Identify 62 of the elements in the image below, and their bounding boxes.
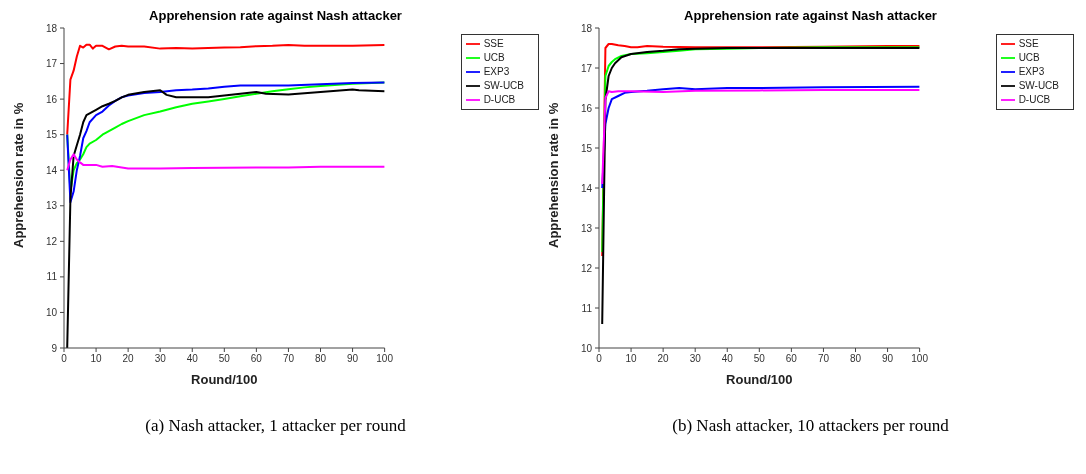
- y-tick-label: 16: [580, 102, 593, 114]
- chart-title: Apprehension rate against Nash attacker: [683, 8, 938, 24]
- chart-title: Apprehension rate against Nash attacker: [148, 8, 403, 24]
- y-tick-label: 12: [580, 262, 593, 274]
- y-tick-label: 12: [45, 235, 58, 247]
- legend-label: SW-UCB: [483, 79, 524, 91]
- y-tick-label: 18: [45, 22, 58, 34]
- x-tick-label: 20: [657, 353, 670, 365]
- x-tick-label: 80: [314, 353, 327, 365]
- legend-label: SSE: [1018, 37, 1039, 49]
- y-tick-label: 11: [581, 302, 593, 314]
- legend-label: SW-UCB: [1018, 79, 1059, 91]
- y-tick-label: 16: [45, 93, 58, 105]
- y-tick-label: 15: [45, 129, 58, 141]
- x-tick-label: 20: [122, 353, 135, 365]
- y-tick-label: 14: [580, 182, 593, 194]
- x-tick-label: 10: [625, 353, 638, 365]
- y-tick-label: 14: [45, 164, 58, 176]
- y-tick-label: 13: [45, 200, 58, 212]
- legend-label: EXP3: [483, 65, 510, 77]
- legend-label: D-UCB: [1018, 93, 1051, 105]
- y-tick-label: 10: [45, 306, 58, 318]
- x-tick-label: 40: [721, 353, 734, 365]
- legend-label: EXP3: [1018, 65, 1045, 77]
- x-tick-label: 40: [186, 353, 199, 365]
- y-axis-title: Apprehension rate in %: [545, 102, 561, 248]
- y-tick-label: 15: [580, 142, 593, 154]
- y-tick-label: 13: [580, 222, 593, 234]
- y-axis-title: Apprehension rate in %: [10, 102, 26, 248]
- y-tick-label: 9: [51, 342, 58, 354]
- line-series: [601, 47, 920, 325]
- line-series: [66, 153, 385, 172]
- x-tick-label: 10: [90, 353, 103, 365]
- x-axis-title: Round/100: [726, 372, 793, 387]
- text: (b) Nash attacker, 10 attackers per round: [671, 416, 950, 436]
- x-tick-label: 30: [689, 353, 702, 365]
- x-tick-label: 90: [347, 353, 359, 365]
- x-axis-title: Round/100: [191, 372, 258, 387]
- x-tick-label: 0: [596, 353, 603, 365]
- legend-label: D-UCB: [483, 93, 516, 105]
- y-tick-label: 11: [46, 271, 58, 283]
- y-tick-label: 17: [580, 62, 593, 74]
- x-tick-label: 70: [817, 353, 830, 365]
- legend-label: UCB: [483, 51, 505, 63]
- legend-label: UCB: [1018, 51, 1040, 63]
- x-tick-label: 90: [882, 353, 894, 365]
- legend-label: SSE: [483, 37, 504, 49]
- x-tick-label: 30: [154, 353, 167, 365]
- x-tick-label: 100: [911, 353, 929, 365]
- x-tick-label: 60: [785, 353, 798, 365]
- x-tick-label: 100: [376, 353, 394, 365]
- x-tick-label: 50: [753, 353, 766, 365]
- text: (a) Nash attacker, 1 attacker per round: [144, 416, 407, 436]
- x-tick-label: 50: [218, 353, 231, 365]
- x-tick-label: 80: [849, 353, 862, 365]
- y-tick-label: 17: [45, 58, 58, 70]
- line-series: [66, 43, 385, 136]
- y-tick-label: 10: [580, 342, 593, 354]
- x-tick-label: 70: [282, 353, 295, 365]
- x-tick-label: 60: [250, 353, 263, 365]
- x-tick-label: 0: [61, 353, 68, 365]
- y-tick-label: 18: [580, 22, 593, 34]
